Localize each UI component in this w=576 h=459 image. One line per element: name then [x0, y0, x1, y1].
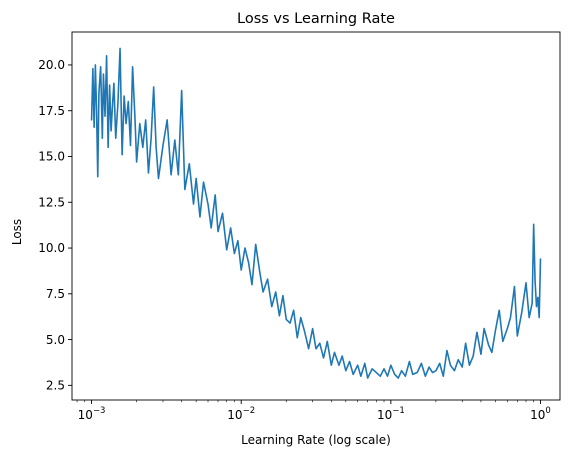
- y-tick-label: 7.5: [46, 287, 65, 301]
- chart-title: Loss vs Learning Rate: [237, 11, 395, 27]
- y-tick-label: 5.0: [46, 333, 65, 347]
- y-axis-label: Loss: [10, 219, 24, 245]
- y-tick-label: 20.0: [38, 58, 65, 72]
- axes: 2.5 5.0 7.5 10.0 12.5 15.0 17.5 20.0 10−3 10−2 10−…: [38, 31, 561, 422]
- y-tick-label: 12.5: [38, 195, 65, 209]
- plot-area: [90, 47, 542, 379]
- y-tick-label: 2.5: [46, 379, 65, 393]
- x-tick-label: 10−2: [227, 406, 255, 422]
- y-tick-label: 10.0: [38, 241, 65, 255]
- series-line-0: [90, 47, 542, 379]
- axes-frame: [71, 31, 561, 401]
- x-axis-label: Learning Rate (log scale): [241, 433, 391, 447]
- y-tick-label: 17.5: [38, 104, 65, 118]
- x-tick-label: 10−1: [377, 406, 405, 422]
- y-tick-label: 15.0: [38, 150, 65, 164]
- x-tick-label: 100: [530, 406, 551, 422]
- x-tick-label: 10−3: [78, 406, 106, 422]
